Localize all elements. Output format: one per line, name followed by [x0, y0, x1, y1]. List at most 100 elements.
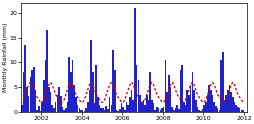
Bar [97, 97, 98, 112]
Bar [41, 102, 43, 112]
Bar [216, 108, 218, 112]
Bar [26, 87, 28, 112]
Y-axis label: Monthly Rainfall (mm): Monthly Rainfall (mm) [3, 23, 8, 92]
Bar [167, 75, 169, 112]
Bar [100, 108, 102, 112]
Bar [147, 100, 149, 112]
Bar [189, 85, 191, 112]
Bar [110, 105, 112, 112]
Bar [87, 102, 88, 112]
Bar [142, 100, 144, 112]
Bar [28, 96, 29, 112]
Bar [43, 80, 44, 112]
Bar [229, 92, 231, 112]
Bar [13, 105, 14, 112]
Bar [31, 70, 33, 112]
Bar [208, 85, 209, 112]
Bar [40, 111, 41, 112]
Bar [29, 77, 31, 112]
Bar [187, 95, 189, 112]
Bar [73, 85, 75, 112]
Bar [61, 107, 63, 112]
Bar [157, 108, 159, 112]
Bar [130, 90, 132, 112]
Bar [176, 105, 177, 112]
Bar [119, 109, 120, 112]
Bar [211, 95, 213, 112]
Bar [14, 102, 16, 112]
Bar [55, 102, 56, 112]
Bar [80, 110, 82, 112]
Bar [70, 72, 71, 112]
Bar [191, 72, 192, 112]
Bar [179, 70, 181, 112]
Bar [46, 30, 48, 112]
Bar [8, 102, 9, 112]
Bar [174, 108, 176, 112]
Bar [122, 107, 123, 112]
Bar [132, 100, 134, 112]
Bar [124, 110, 125, 112]
Bar [172, 110, 174, 112]
Bar [65, 108, 66, 112]
Bar [9, 108, 11, 112]
Bar [38, 106, 39, 112]
Bar [214, 106, 216, 112]
Bar [35, 90, 36, 112]
Bar [18, 108, 19, 112]
Bar [93, 103, 95, 112]
Bar [92, 72, 93, 112]
Bar [104, 110, 105, 112]
Bar [78, 108, 80, 112]
Bar [186, 90, 187, 112]
Bar [4, 103, 6, 112]
Bar [127, 105, 129, 112]
Bar [36, 110, 38, 112]
Bar [137, 80, 139, 112]
Bar [66, 102, 68, 112]
Bar [117, 111, 118, 112]
Bar [3, 110, 4, 112]
Bar [115, 110, 117, 112]
Bar [209, 90, 211, 112]
Bar [226, 90, 228, 112]
Bar [56, 95, 58, 112]
Bar [50, 92, 51, 112]
Bar [206, 95, 208, 112]
Bar [228, 85, 229, 112]
Bar [60, 96, 61, 112]
Bar [193, 90, 194, 112]
Bar [33, 67, 34, 112]
Bar [76, 105, 78, 112]
Bar [240, 110, 241, 112]
Bar [144, 105, 145, 112]
Bar [112, 50, 113, 112]
Bar [231, 97, 233, 112]
Bar [241, 110, 243, 112]
Bar [108, 97, 110, 112]
Bar [154, 110, 155, 112]
Bar [238, 108, 240, 112]
Bar [44, 60, 46, 112]
Bar [16, 106, 18, 112]
Bar [63, 110, 65, 112]
Bar [219, 60, 221, 112]
Bar [75, 97, 76, 112]
Bar [204, 102, 206, 112]
Bar [51, 105, 53, 112]
Bar [171, 107, 172, 112]
Bar [223, 100, 224, 112]
Bar [99, 105, 100, 112]
Bar [19, 109, 21, 112]
Bar [85, 108, 86, 112]
Bar [194, 100, 196, 112]
Bar [90, 40, 91, 112]
Bar [68, 57, 70, 112]
Bar [177, 109, 179, 112]
Bar [1, 106, 3, 112]
Bar [11, 110, 12, 112]
Bar [21, 105, 23, 112]
Bar [82, 110, 83, 112]
Bar [140, 102, 142, 112]
Bar [71, 60, 73, 112]
